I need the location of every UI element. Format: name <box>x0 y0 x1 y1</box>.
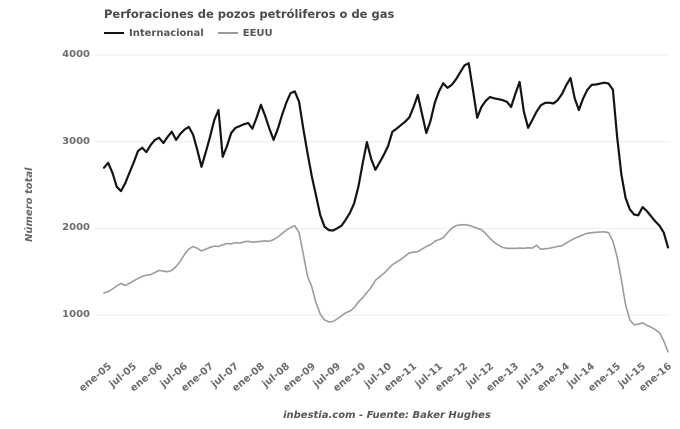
x-axis-tick-label: ene-05 <box>77 361 115 395</box>
legend-label-internacional: Internacional <box>129 27 204 39</box>
series-line-internacional <box>102 62 670 249</box>
footer-credit: inbestia.com - Fuente: Baker Hughes <box>283 410 491 421</box>
y-axis-title: Número total <box>24 167 35 242</box>
legend: Internacional EEUU <box>104 26 287 40</box>
legend-item-internacional[interactable]: Internacional <box>104 28 204 39</box>
y-axis-tick-label: 3000 <box>62 135 90 147</box>
y-axis-tick-label: 4000 <box>62 49 90 60</box>
legend-label-eeuu: EEUU <box>242 27 273 39</box>
legend-swatch-eeuu-icon <box>217 32 238 34</box>
chart-title: Perforaciones de pozos petróliferos o de… <box>104 7 395 21</box>
series-line-eeuu <box>103 223 669 353</box>
y-axis-tick-label: 2000 <box>62 222 90 234</box>
legend-item-eeuu[interactable]: EEUU <box>217 27 273 39</box>
y-axis-tick-label: 1000 <box>62 309 90 320</box>
legend-swatch-internacional-icon <box>104 32 124 34</box>
